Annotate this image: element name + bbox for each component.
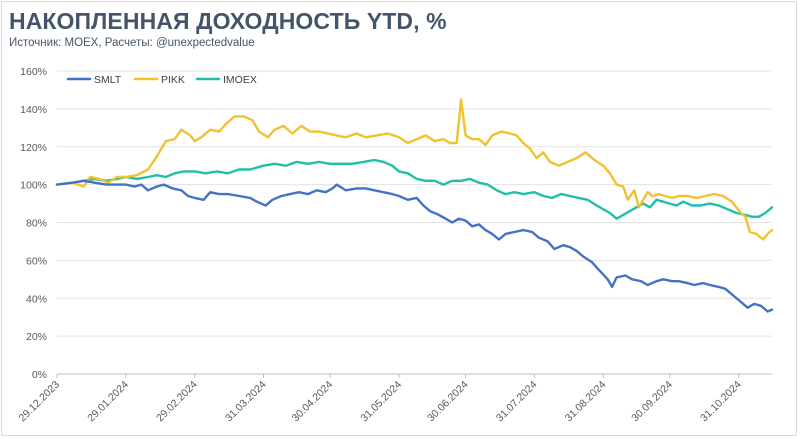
y-tick-label: 160% — [20, 66, 47, 78]
series-line-imoex — [55, 158, 774, 220]
x-tick-label: 31.05.2024 — [358, 379, 404, 425]
x-tick-label: 30.04.2024 — [290, 379, 336, 425]
chart-subtitle: Источник: MOEX, Расчеты: @unexpectedvalu… — [9, 37, 255, 49]
series-lines — [55, 98, 774, 313]
x-tick-label: 29.01.2024 — [85, 379, 131, 425]
x-axis-ticks: 29.12.2023 29.01.2024 29.02.2024 31.03.2024… — [16, 374, 744, 425]
legend-label: IMOEX — [223, 74, 257, 86]
y-tick-label: 120% — [20, 142, 47, 154]
x-tick-label: 31.07.2024 — [494, 379, 540, 425]
legend: SMLT PIKK IMOEX — [66, 74, 257, 86]
series-line-smlt — [55, 179, 774, 313]
x-tick-label: 31.08.2024 — [563, 379, 609, 425]
series-line-pikk — [55, 98, 774, 241]
x-tick-label: 31.03.2024 — [223, 379, 269, 425]
y-tick-label: 100% — [20, 180, 47, 192]
legend-item-pikk: PIKK — [133, 74, 185, 86]
y-tick-label: 80% — [26, 218, 47, 230]
x-tick-label: 29.12.2023 — [16, 379, 62, 425]
legend-item-smlt: SMLT — [66, 74, 122, 86]
y-tick-label: 140% — [20, 104, 47, 116]
legend-label: SMLT — [94, 74, 122, 86]
y-tick-label: 40% — [26, 293, 47, 305]
y-tick-label: 60% — [26, 255, 47, 267]
x-tick-label: 30.06.2024 — [425, 379, 471, 425]
chart-title: НАКОПЛЕННАЯ ДОХОДНОСТЬ YTD, % — [9, 8, 447, 34]
legend-item-imoex: IMOEX — [195, 74, 257, 86]
x-tick-label: 30.09.2024 — [629, 379, 675, 425]
y-tick-label: 20% — [26, 331, 47, 343]
y-axis-ticks: 0% 20% 40% 60% 80% 100% 120% 140% 160% — [20, 66, 47, 381]
x-tick-label: 29.02.2024 — [154, 379, 200, 425]
y-tick-label: 0% — [32, 369, 47, 381]
legend-label: PIKK — [161, 74, 185, 86]
x-tick-label: 31.10.2024 — [698, 379, 744, 425]
gridlines — [57, 70, 772, 375]
